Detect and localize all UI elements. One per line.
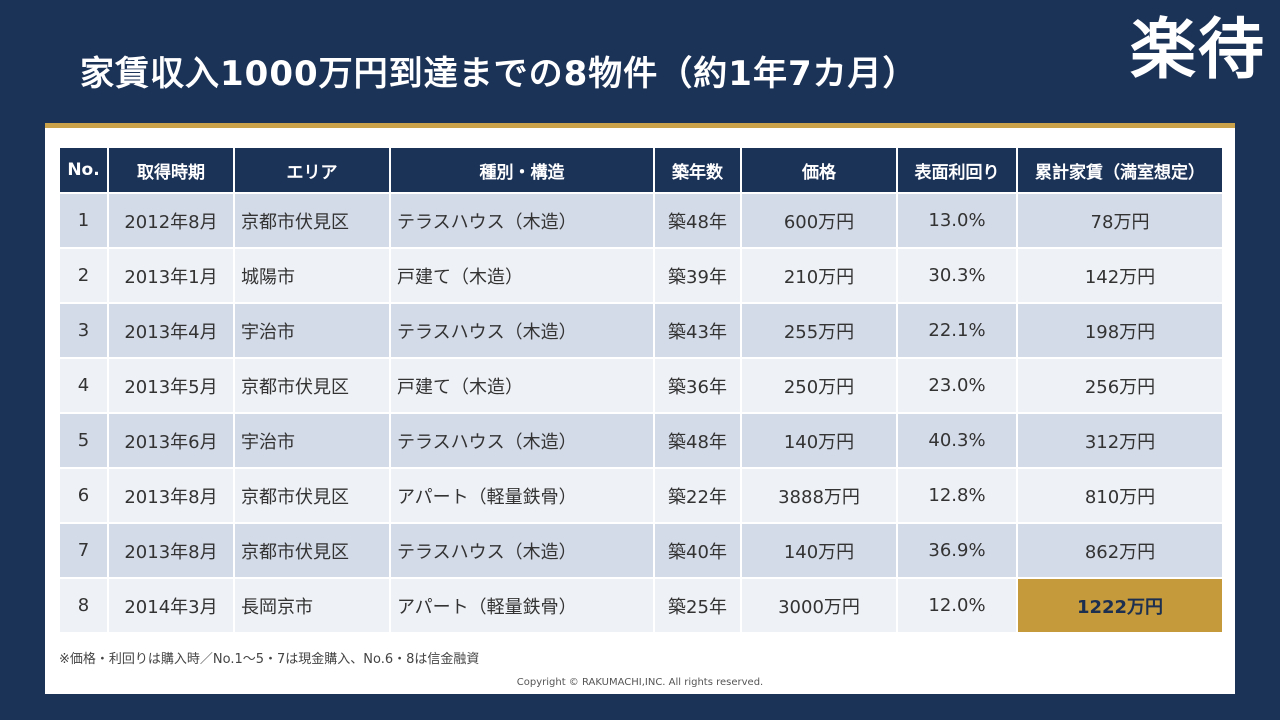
cell-type: アパート（軽量鉄骨） xyxy=(391,469,653,522)
cell-age: 築43年 xyxy=(655,304,740,357)
cell-no: 7 xyxy=(60,524,107,577)
cell-age: 築39年 xyxy=(655,249,740,302)
cell-date: 2012年8月 xyxy=(109,194,233,247)
cell-no: 5 xyxy=(60,414,107,467)
cell-price: 250万円 xyxy=(742,359,896,412)
cell-type: テラスハウス（木造） xyxy=(391,414,653,467)
header-building-age: 築年数 xyxy=(655,148,740,192)
cell-yield: 23.0% xyxy=(898,359,1016,412)
table-row: 5 2013年6月 宇治市 テラスハウス（木造） 築48年 140万円 40.3… xyxy=(60,414,1222,467)
cell-yield: 30.3% xyxy=(898,249,1016,302)
cell-cumulative-rent: 256万円 xyxy=(1018,359,1222,412)
table-row: 3 2013年4月 宇治市 テラスハウス（木造） 築43年 255万円 22.1… xyxy=(60,304,1222,357)
content-panel: No. 取得時期 エリア 種別・構造 築年数 価格 表面利回り 累計家賃（満室想… xyxy=(45,123,1235,694)
cell-area: 城陽市 xyxy=(235,249,389,302)
cell-area: 長岡京市 xyxy=(235,579,389,632)
cell-type: テラスハウス（木造） xyxy=(391,194,653,247)
cell-area: 京都市伏見区 xyxy=(235,524,389,577)
header-cumulative-rent: 累計家賃（満室想定） xyxy=(1018,148,1222,192)
cell-no: 4 xyxy=(60,359,107,412)
cell-date: 2013年8月 xyxy=(109,469,233,522)
cell-type: アパート（軽量鉄骨） xyxy=(391,579,653,632)
cell-age: 築36年 xyxy=(655,359,740,412)
cell-price: 210万円 xyxy=(742,249,896,302)
cell-no: 8 xyxy=(60,579,107,632)
cell-no: 2 xyxy=(60,249,107,302)
header-area: エリア xyxy=(235,148,389,192)
table-row: 4 2013年5月 京都市伏見区 戸建て（木造） 築36年 250万円 23.0… xyxy=(60,359,1222,412)
header-price: 価格 xyxy=(742,148,896,192)
cell-yield: 13.0% xyxy=(898,194,1016,247)
cell-price: 255万円 xyxy=(742,304,896,357)
cell-area: 宇治市 xyxy=(235,414,389,467)
property-table: No. 取得時期 エリア 種別・構造 築年数 価格 表面利回り 累計家賃（満室想… xyxy=(58,146,1224,634)
cell-area: 宇治市 xyxy=(235,304,389,357)
cell-yield: 12.8% xyxy=(898,469,1016,522)
cell-area: 京都市伏見区 xyxy=(235,359,389,412)
cell-age: 築25年 xyxy=(655,579,740,632)
cell-date: 2013年1月 xyxy=(109,249,233,302)
cell-cumulative-rent: 78万円 xyxy=(1018,194,1222,247)
cell-type: 戸建て（木造） xyxy=(391,249,653,302)
logo: 楽待 xyxy=(1130,11,1266,88)
cell-price: 3000万円 xyxy=(742,579,896,632)
cell-cumulative-rent: 862万円 xyxy=(1018,524,1222,577)
cell-price: 600万円 xyxy=(742,194,896,247)
cell-cumulative-rent-highlight: 1222万円 xyxy=(1018,579,1222,632)
cell-date: 2014年3月 xyxy=(109,579,233,632)
cell-yield: 36.9% xyxy=(898,524,1016,577)
header-yield: 表面利回り xyxy=(898,148,1016,192)
page-title: 家賃収入1000万円到達までの8物件（約1年7カ月） xyxy=(80,54,918,94)
cell-date: 2013年5月 xyxy=(109,359,233,412)
cell-area: 京都市伏見区 xyxy=(235,469,389,522)
cell-no: 6 xyxy=(60,469,107,522)
cell-date: 2013年8月 xyxy=(109,524,233,577)
cell-date: 2013年6月 xyxy=(109,414,233,467)
cell-type: テラスハウス（木造） xyxy=(391,524,653,577)
cell-no: 1 xyxy=(60,194,107,247)
cell-type: 戸建て（木造） xyxy=(391,359,653,412)
header-no: No. xyxy=(60,148,107,192)
cell-age: 築22年 xyxy=(655,469,740,522)
cell-age: 築40年 xyxy=(655,524,740,577)
cell-price: 3888万円 xyxy=(742,469,896,522)
cell-yield: 22.1% xyxy=(898,304,1016,357)
table-row: 6 2013年8月 京都市伏見区 アパート（軽量鉄骨） 築22年 3888万円 … xyxy=(60,469,1222,522)
cell-cumulative-rent: 312万円 xyxy=(1018,414,1222,467)
cell-type: テラスハウス（木造） xyxy=(391,304,653,357)
cell-price: 140万円 xyxy=(742,414,896,467)
cell-age: 築48年 xyxy=(655,194,740,247)
table-row: 2 2013年1月 城陽市 戸建て（木造） 築39年 210万円 30.3% 1… xyxy=(60,249,1222,302)
cell-no: 3 xyxy=(60,304,107,357)
cell-cumulative-rent: 198万円 xyxy=(1018,304,1222,357)
cell-yield: 12.0% xyxy=(898,579,1016,632)
copyright: Copyright © RAKUMACHI,INC. All rights re… xyxy=(516,677,764,688)
table-row: 7 2013年8月 京都市伏見区 テラスハウス（木造） 築40年 140万円 3… xyxy=(60,524,1222,577)
table-header-row: No. 取得時期 エリア 種別・構造 築年数 価格 表面利回り 累計家賃（満室想… xyxy=(60,148,1222,192)
cell-area: 京都市伏見区 xyxy=(235,194,389,247)
table-row: 8 2014年3月 長岡京市 アパート（軽量鉄骨） 築25年 3000万円 12… xyxy=(60,579,1222,632)
table-row: 1 2012年8月 京都市伏見区 テラスハウス（木造） 築48年 600万円 1… xyxy=(60,194,1222,247)
cell-age: 築48年 xyxy=(655,414,740,467)
cell-cumulative-rent: 810万円 xyxy=(1018,469,1222,522)
cell-date: 2013年4月 xyxy=(109,304,233,357)
cell-cumulative-rent: 142万円 xyxy=(1018,249,1222,302)
cell-yield: 40.3% xyxy=(898,414,1016,467)
header-acquisition-date: 取得時期 xyxy=(109,148,233,192)
cell-price: 140万円 xyxy=(742,524,896,577)
header-type-structure: 種別・構造 xyxy=(391,148,653,192)
footnote: ※価格・利回りは購入時／No.1〜5・7は現金購入、No.6・8は信金融資 xyxy=(59,652,480,667)
